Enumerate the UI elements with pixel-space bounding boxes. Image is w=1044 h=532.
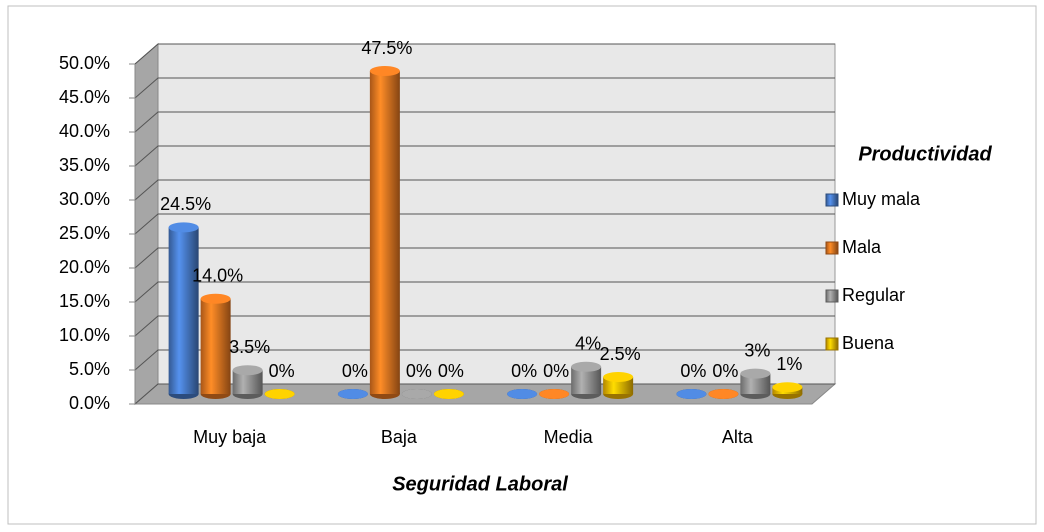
legend-label: Buena xyxy=(842,333,895,353)
grid-line xyxy=(134,145,835,167)
data-label: 0% xyxy=(406,361,432,381)
x-tick-label: Media xyxy=(544,427,594,447)
data-label: 0% xyxy=(342,361,368,381)
data-label: 1% xyxy=(776,354,802,374)
data-label: 4% xyxy=(575,334,601,354)
bar xyxy=(168,227,199,394)
bar-top xyxy=(571,361,602,372)
data-label: 0% xyxy=(712,361,738,381)
x-axis-title: Seguridad Laboral xyxy=(392,473,568,495)
bar-top xyxy=(708,389,739,399)
bar xyxy=(369,71,400,394)
legend-swatch xyxy=(825,289,839,303)
y-tick-label: 30.0% xyxy=(59,189,110,209)
legend-swatch xyxy=(825,241,839,255)
x-tick-label: Muy baja xyxy=(193,427,267,447)
data-label: 3.5% xyxy=(229,337,270,357)
data-label: 14.0% xyxy=(192,266,243,286)
grid-line xyxy=(134,281,835,303)
legend-label: Mala xyxy=(842,237,882,257)
bar-top xyxy=(676,389,707,399)
bar-top xyxy=(507,389,538,399)
data-label: 2.5% xyxy=(600,344,641,364)
y-tick-label: 20.0% xyxy=(59,257,110,277)
bar-top xyxy=(401,389,432,399)
legend-label: Muy mala xyxy=(842,189,921,209)
bar-top xyxy=(232,365,263,376)
grid-line xyxy=(134,213,835,235)
y-tick-label: 15.0% xyxy=(59,291,110,311)
bar xyxy=(232,370,263,394)
y-tick-label: 5.0% xyxy=(69,359,110,379)
grid-line xyxy=(134,315,835,337)
y-tick-label: 0.0% xyxy=(69,393,110,413)
legend-label: Regular xyxy=(842,285,905,305)
grid-line xyxy=(134,43,835,65)
bar-top xyxy=(168,222,199,233)
data-label: 0% xyxy=(269,361,295,381)
bar xyxy=(200,298,231,394)
y-tick-label: 25.0% xyxy=(59,223,110,243)
data-label: 47.5% xyxy=(361,38,412,58)
y-tick-label: 10.0% xyxy=(59,325,110,345)
data-label: 0% xyxy=(438,361,464,381)
legend-swatch xyxy=(825,193,839,207)
y-tick-label: 35.0% xyxy=(59,155,110,175)
legend-title: Productividad xyxy=(858,143,992,165)
x-tick-label: Alta xyxy=(722,427,754,447)
x-tick-label: Baja xyxy=(381,427,418,447)
bar-top xyxy=(337,389,368,399)
data-label: 0% xyxy=(511,361,537,381)
grid-line xyxy=(134,349,835,371)
grid-line xyxy=(134,179,835,201)
bar-top xyxy=(433,389,464,399)
grid-line xyxy=(134,77,835,99)
bar-top xyxy=(740,368,771,379)
bar-top xyxy=(200,293,231,304)
y-tick-label: 50.0% xyxy=(59,53,110,73)
data-label: 3% xyxy=(744,340,770,360)
bar-top xyxy=(264,389,295,399)
data-label: 0% xyxy=(543,361,569,381)
grid-line xyxy=(134,111,835,133)
grid-line xyxy=(134,247,835,269)
data-label: 24.5% xyxy=(160,194,211,214)
bar-top xyxy=(369,66,400,76)
bar xyxy=(740,373,771,394)
bar-top xyxy=(772,382,803,393)
bar-top xyxy=(603,372,634,382)
y-tick-label: 45.0% xyxy=(59,87,110,107)
bar-top xyxy=(539,389,570,399)
y-tick-label: 40.0% xyxy=(59,121,110,141)
legend-swatch xyxy=(825,337,839,351)
data-label: 0% xyxy=(680,361,706,381)
